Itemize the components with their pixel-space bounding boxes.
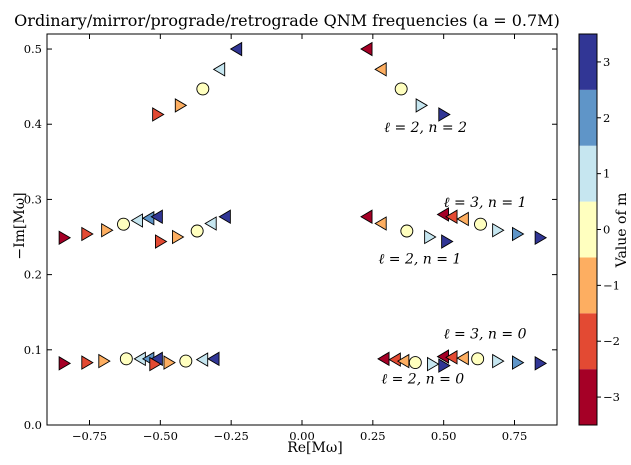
qnm-point-triangle-left [360,209,373,225]
colorbar-segment [579,34,597,90]
qnm-point-triangle-right [163,355,176,370]
qnm-point-triangle-right [155,234,168,249]
mode-annotation: ℓ = 2, n = 2 [384,120,467,136]
mode-annotation: ℓ = 2, n = 0 [381,372,464,388]
colorbar-tick-label: 1 [603,167,610,181]
qnm-point-triangle-right [534,230,548,246]
qnm-point-triangle-left [388,352,401,367]
colorbar-tick-label: −3 [603,390,620,404]
qnm-point-triangle-left [229,41,243,57]
colorbar-label: Value of m [614,193,630,269]
qnm-point-triangle-right [81,226,94,242]
qnm-point-circle [471,352,485,366]
y-tick-label: 0.0 [24,418,42,432]
colorbar-tick-label: −2 [603,334,620,348]
qnm-point-triangle-right [149,356,162,372]
qnm-point-triangle-left [396,353,410,369]
qnm-point-circle [179,354,193,368]
y-tick-label: 0.2 [24,268,42,282]
mode-annotation: ℓ = 2, n = 1 [379,251,462,267]
qnm-point-triangle-right [492,222,505,238]
qnm-point-triangle-left [377,351,390,367]
colorbar-segment [579,145,597,202]
qnm-point-triangle-right [512,226,525,242]
colorbar-segment [579,313,597,370]
qnm-point-triangle-right [512,355,525,370]
qnm-point-triangle-right [534,356,548,371]
colorbar-tick-label: 3 [603,55,610,69]
qnm-point-triangle-left [360,41,373,57]
x-tick-label: 0.75 [502,429,528,443]
colorbar-segment [579,89,597,146]
y-tick-label: 0.1 [24,343,42,357]
qnm-point-triangle-left [445,350,458,365]
qnm-point-triangle-right [438,358,451,373]
qnm-point-triangle-left [456,350,469,366]
qnm-point-triangle-right [427,356,440,372]
x-tick-label: −0.75 [72,429,107,443]
x-tick-label: 0.00 [289,429,315,443]
qnm-point-triangle-left [218,209,231,225]
qnm-point-triangle-left [150,209,163,225]
qnm-point-triangle-right [424,229,437,245]
mode-annotation: ℓ = 3, n = 0 [444,327,527,343]
qnm-point-triangle-right [174,98,188,113]
colorbar-segment [579,257,597,314]
qnm-point-triangle-left [374,62,387,77]
qnm-point-circle [394,82,408,96]
qnm-point-triangle-right [438,107,451,122]
x-tick-label: 0.25 [360,429,386,443]
qnm-point-triangle-right [81,355,94,370]
qnm-point-triangle-right [58,356,72,371]
qnm-point-triangle-right [152,107,165,122]
x-axis-label: Re[Mω] [287,440,343,456]
plot-area: −0.75 −0.50 −0.25 0.00 0.25 0.50 0.75 0.0 0.1 0.2… [24,33,558,443]
qnm-point-triangle-right [492,353,505,369]
x-tick-label: −0.25 [214,429,249,443]
qnm-point-triangle-right [415,98,429,113]
qnm-point-circle [474,217,487,231]
qnm-point-triangle-right [172,229,185,245]
qnm-point-triangle-left [212,62,226,77]
colorbar-segment [579,201,597,258]
mode-annotation: ℓ = 3, n = 1 [444,195,527,211]
colorbar-tick-label: 0 [603,223,610,237]
qnm-point-circle [400,224,414,238]
y-axis-label: −Im[Mω] [12,192,28,259]
qnm-point-triangle-right [441,234,454,249]
qnm-point-circle [196,82,210,96]
qnm-point-triangle-right [101,222,114,238]
qnm-point-triangle-left [141,210,155,226]
qnm-point-triangle-left [207,351,220,367]
qnm-point-triangle-left [445,209,458,225]
qnm-point-triangle-left [195,352,209,367]
colorbar-tick-label: −1 [603,278,620,292]
y-tick-label: 0.5 [24,42,42,56]
qnm-point-triangle-left [456,211,469,227]
chart-title: Ordinary/mirror/prograde/retrograde QNM … [14,11,560,30]
qnm-point-circle [408,356,422,370]
qnm-point-triangle-left [204,216,217,231]
y-tick-label: 0.4 [24,117,42,131]
x-tick-label: 0.50 [431,429,457,443]
qnm-point-triangle-left [374,216,387,231]
qnm-point-circle [117,217,130,231]
colorbar: −3 −2 −1 0 1 2 3 [578,33,620,426]
qnm-point-triangle-left [130,213,143,228]
x-tick-label: −0.50 [143,429,178,443]
qnm-point-triangle-left [436,207,449,222]
qnm-point-circle [119,352,133,366]
y-tick-label: 0.3 [24,192,42,206]
colorbar-tick-label: 2 [603,111,610,125]
qnm-point-circle [190,224,204,238]
qnm-point-triangle-right [58,230,72,246]
qnm-point-triangle-right [98,353,111,369]
colorbar-segment [579,369,597,425]
